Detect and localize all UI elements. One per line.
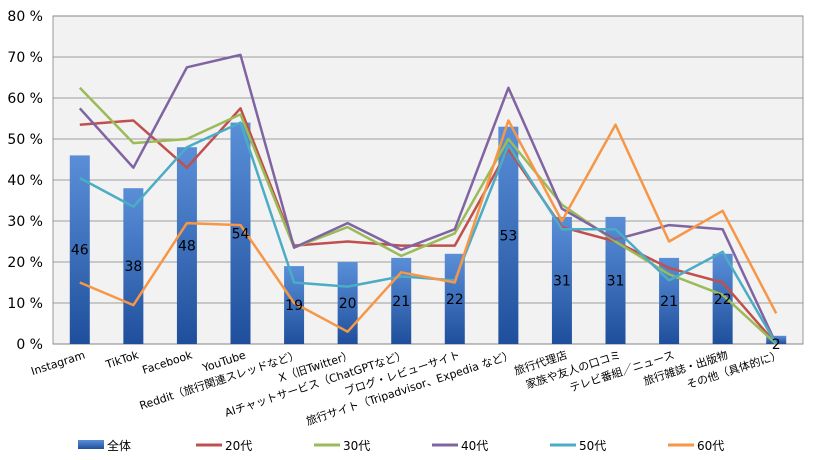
legend: 全体 20代 30代 40代 50代 60代 (78, 438, 724, 453)
line-series-22dai (78, 53, 778, 345)
bar-data-label: 48 (178, 239, 196, 255)
bar (712, 253, 733, 344)
legend-label: 20代 (225, 439, 252, 453)
bar-data-label: 31 (607, 273, 625, 289)
bar-data-label: 22 (714, 292, 732, 308)
bar-series (69, 122, 787, 344)
y-tick-label: 10 % (7, 296, 43, 312)
bar (230, 122, 251, 344)
bar-data-label: 21 (392, 294, 410, 310)
legend-label: 50代 (579, 439, 606, 453)
bar-data-label: 19 (285, 298, 303, 314)
bar (284, 266, 305, 344)
bar-data-label: 2 (772, 337, 781, 353)
y-tick-label: 70 % (7, 50, 43, 66)
x-category-label: TikTok (103, 348, 141, 371)
legend-label: 全体 (107, 438, 131, 453)
bar (123, 188, 144, 344)
x-axis-categories: Instagram TikTok Facebook YouTubeReddit（旅行関… (29, 348, 783, 429)
line-series-21dai (78, 86, 778, 345)
bar (444, 253, 465, 344)
y-tick-label: 80 % (7, 9, 43, 25)
y-tick-label: 60 % (7, 91, 43, 107)
bar (766, 335, 787, 344)
y-tick-label: 30 % (7, 214, 43, 230)
bar (551, 216, 572, 344)
y-tick-label: 0 % (16, 337, 43, 353)
y-tick-label: 50 % (7, 132, 43, 148)
bar-data-label: 31 (553, 273, 571, 289)
bar-data-label: 54 (232, 226, 250, 242)
y-axis-ticks: 0 % 10 % 20 % 30 % 40 % 50 % 60 % 70 % 80 % (7, 9, 43, 353)
legend-label: 30代 (343, 439, 370, 453)
bar (337, 262, 358, 344)
legend-swatch (78, 440, 104, 449)
legend-label: 40代 (461, 439, 488, 453)
y-tick-label: 20 % (7, 255, 43, 271)
legend-label: 60代 (697, 439, 724, 453)
bar (498, 126, 519, 344)
line-series-24dai (79, 119, 778, 333)
bar-data-label: 46 (71, 243, 89, 259)
line-series-group (78, 53, 778, 345)
bar (176, 147, 197, 344)
y-tick-label: 40 % (7, 173, 43, 189)
bar (69, 155, 90, 344)
bar (605, 216, 626, 344)
bar (659, 257, 680, 344)
bar-data-label: 53 (499, 228, 517, 244)
bar-data-label: 20 (339, 296, 357, 312)
bar-data-label: 38 (124, 259, 142, 275)
x-category-label: Facebook (141, 348, 195, 377)
bar-data-label: 22 (446, 292, 464, 308)
bar-data-label: 21 (660, 294, 678, 310)
